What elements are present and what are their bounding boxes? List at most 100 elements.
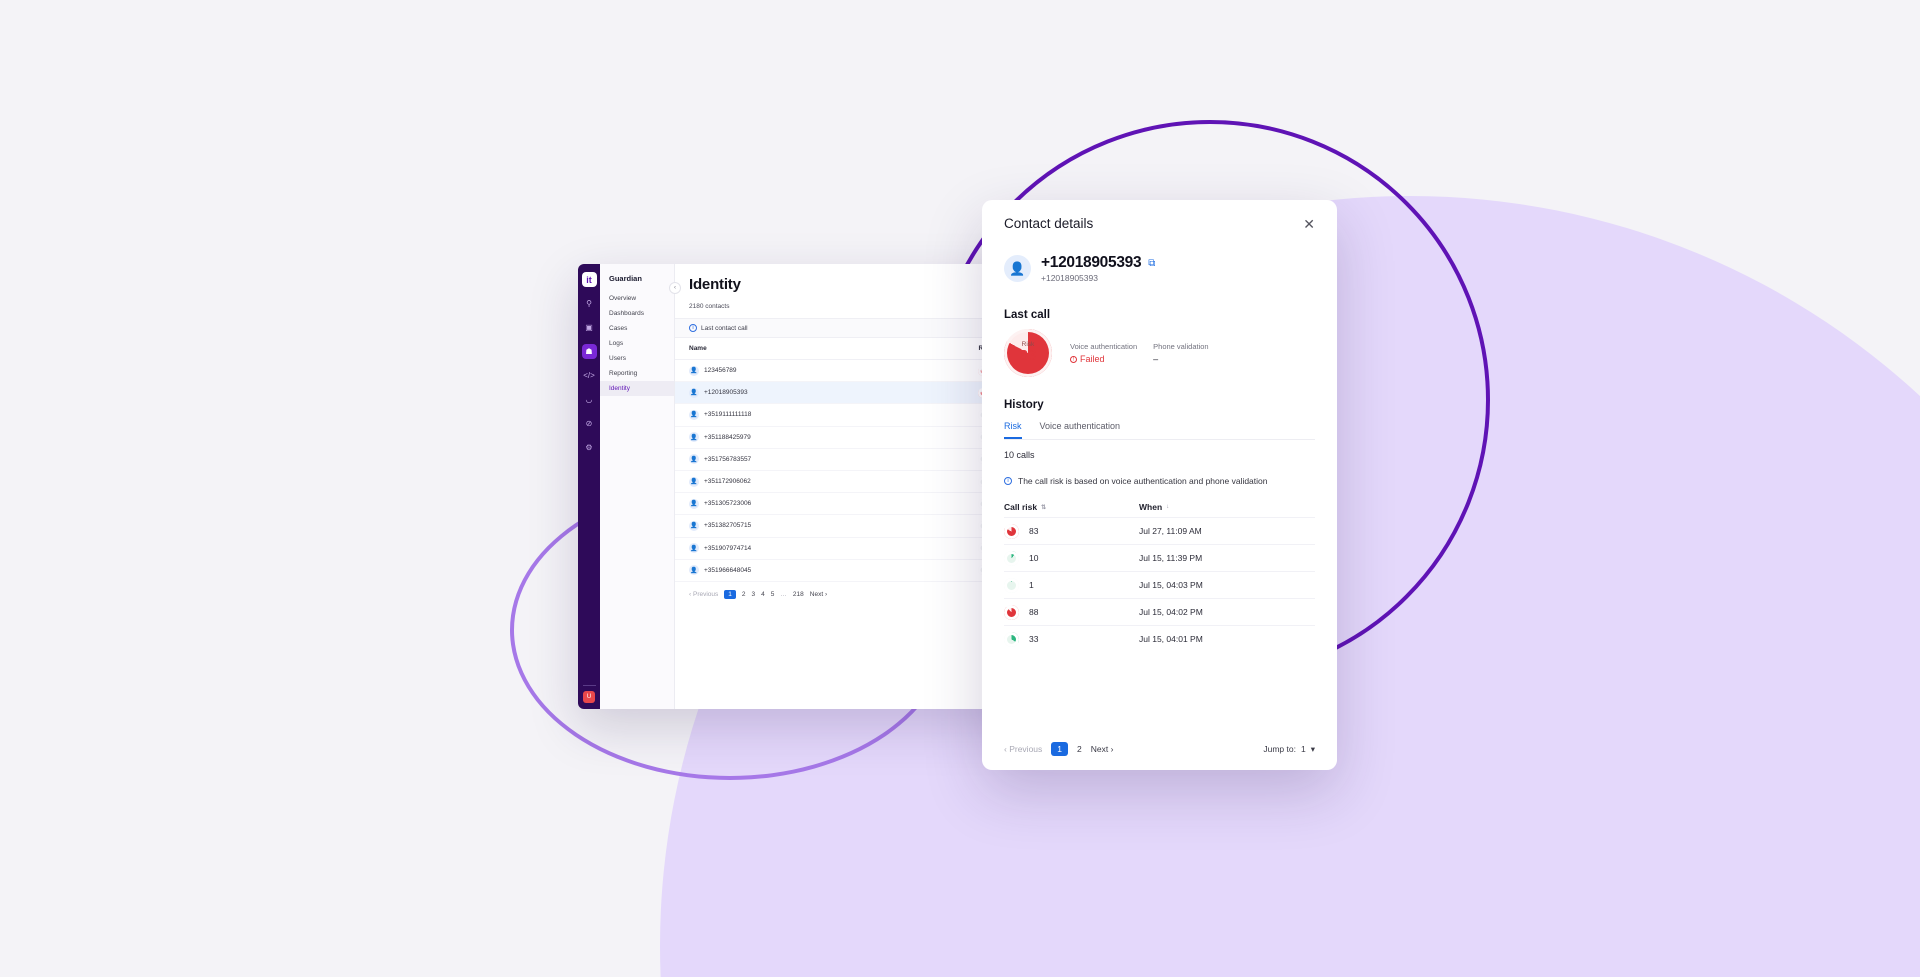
avatar: 👤 (689, 365, 699, 376)
chevron-down-icon[interactable]: ▾ (1310, 743, 1315, 754)
history-row[interactable]: 1 Jul 15, 04:03 PM (1004, 571, 1315, 598)
voice-authentication-value: ! Failed (1070, 354, 1137, 364)
history-risk-cell: 33 (1004, 631, 1139, 647)
voice-authentication-label: Voice authentication (1070, 342, 1138, 351)
page-button-2[interactable]: 2 (1077, 744, 1082, 754)
contact-name: +3519111111118 (704, 411, 752, 419)
speed-icon[interactable]: ◡ (585, 395, 593, 404)
pagination-left: ‹ Previous 1 2 Next › (1004, 742, 1113, 756)
cell-name: 👤 123456789 (675, 359, 965, 383)
sort-icon[interactable]: ⇅ (1041, 504, 1047, 511)
external-link-icon[interactable]: ⧉ (1148, 257, 1156, 269)
sidebar-item-reporting[interactable]: Reporting (609, 370, 638, 377)
risk-gauge-label: Risk (1021, 340, 1035, 348)
guardian-logo-icon[interactable]: it (581, 272, 597, 287)
last-call-fields: Voice authentication ! Failed Phone vali… (1070, 342, 1209, 364)
history-row[interactable]: 83 Jul 27, 11:09 AM (1004, 517, 1315, 544)
history-risk-cell: 83 (1004, 523, 1139, 539)
contact-name: +351382705715 (704, 522, 752, 530)
page-title: Identity (689, 276, 741, 293)
panel-pagination: ‹ Previous 1 2 Next › Jump to: 1 ▾ (982, 732, 1337, 770)
person-search-icon[interactable]: ⚲ (586, 299, 592, 308)
cell-name: 👤 +351188425979 (675, 426, 965, 449)
history-risk-value: 10 (1029, 553, 1039, 563)
info-icon: i (689, 324, 697, 332)
close-icon[interactable]: ✕ (1303, 215, 1315, 232)
history-table-header: Call risk ⇅ When ↓ (1004, 502, 1315, 517)
panel-body: 👤 +12018905393 ⧉ +12018905393 Last call … (982, 244, 1337, 732)
column-when[interactable]: When ↓ (1139, 502, 1170, 512)
gear-icon[interactable]: ⚙ (585, 443, 593, 452)
info-icon: i (1004, 477, 1012, 485)
page-button-2[interactable]: 2 (741, 590, 746, 598)
sidebar-item-identity[interactable]: Identity (600, 381, 674, 396)
risk-gauge-icon (1004, 604, 1019, 620)
sort-desc-icon[interactable]: ↓ (1166, 504, 1170, 510)
risk-gauge: Risk 83 (1004, 329, 1052, 377)
next-page-button[interactable]: Next › (1090, 744, 1114, 754)
column-name[interactable]: Name (675, 338, 965, 360)
history-when-value: Jul 15, 04:01 PM (1139, 634, 1203, 644)
history-row[interactable]: 88 Jul 15, 04:02 PM (1004, 598, 1315, 625)
contact-name: +351907974714 (704, 544, 752, 552)
contact-number: +12018905393 (1041, 254, 1142, 271)
cell-name: 👤 +351907974714 (675, 537, 965, 560)
alert-icon: ! (1070, 355, 1077, 363)
avatar: 👤 (689, 476, 699, 487)
page-button-4[interactable]: 4 (761, 590, 765, 598)
sidebar-item-dashboards[interactable]: Dashboards (609, 310, 645, 317)
tab-voice-authentication[interactable]: Voice authentication (1039, 421, 1121, 431)
phone-validation-value: – (1153, 354, 1159, 364)
history-row[interactable]: 33 Jul 15, 04:01 PM (1004, 625, 1315, 652)
page-button-5[interactable]: 5 (770, 590, 775, 598)
history-risk-value: 88 (1029, 607, 1039, 617)
jump-to-control[interactable]: Jump to: 1 ▾ (1263, 744, 1315, 755)
page-header: Identity (675, 264, 1278, 299)
block-icon[interactable]: ⊘ (585, 419, 593, 428)
phone-validation-field: Phone validation – (1153, 342, 1208, 364)
history-heading: History (1004, 399, 1044, 411)
calls-count: 10 calls (1004, 450, 1035, 460)
tab-risk[interactable]: Risk (1004, 421, 1022, 439)
phone-validation-label: Phone validation (1153, 342, 1209, 351)
cell-name: 👤 +351966648045 (675, 559, 965, 582)
rail-divider (582, 685, 596, 686)
avatar: 👤 (689, 565, 699, 576)
avatar: 👤 (689, 387, 699, 398)
previous-page-button[interactable]: ‹ Previous (1004, 744, 1043, 754)
sidebar-item-users[interactable]: Users (609, 355, 626, 362)
next-page-button[interactable]: Next › (809, 590, 828, 598)
code-icon[interactable]: </> (583, 371, 595, 380)
sidebar-item-cases[interactable]: Cases (609, 325, 628, 332)
sidebar: Guardian Overview Dashboards Cases Logs … (600, 264, 675, 709)
cell-name: 👤 +351172906062 (675, 470, 965, 494)
contact-name: +351172906062 (704, 478, 751, 486)
icon-rail: it ⚲ ▣ ☗ </> ◡ ⊘ ⚙ U (578, 264, 600, 709)
cell-name: 👤 +12018905393 (675, 381, 965, 405)
page-button-3[interactable]: 3 (751, 590, 756, 598)
column-call-risk[interactable]: Call risk ⇅ (1004, 502, 1047, 512)
page-button-1[interactable]: 1 (724, 589, 736, 599)
avatar: 👤 (689, 454, 699, 465)
history-when-value: Jul 15, 04:03 PM (1139, 580, 1203, 590)
collapse-sidebar-icon[interactable]: ‹ (669, 282, 681, 294)
page-button-218[interactable]: 218 (792, 590, 804, 598)
sidebar-item-overview[interactable]: Overview (609, 295, 637, 302)
history-row[interactable]: 10 Jul 15, 11:39 PM (1004, 544, 1315, 571)
contact-identity: 👤 +12018905393 ⧉ +12018905393 (1004, 244, 1315, 287)
last-call-summary: Risk 83 Voice authentication ! Failed Ph… (1004, 329, 1315, 377)
risk-gauge-icon (1004, 550, 1019, 566)
page-button-1[interactable]: 1 (1051, 742, 1069, 756)
risk-gauge-icon (1004, 631, 1019, 647)
rail-bottom: U (582, 685, 596, 709)
risk-gauge-icon (1004, 577, 1019, 593)
avatar: 👤 (689, 409, 699, 420)
sidebar-item-logs[interactable]: Logs (609, 340, 624, 347)
sidebar-title: Guardian (609, 274, 642, 283)
shield-icon[interactable]: ☗ (581, 344, 597, 359)
history-when-value: Jul 15, 11:39 PM (1139, 553, 1203, 563)
cell-name: 👤 +3519111111118 (675, 403, 965, 427)
id-card-icon[interactable]: ▣ (585, 323, 593, 332)
previous-page-button[interactable]: ‹ Previous (689, 590, 719, 598)
avatar[interactable]: U (583, 691, 595, 703)
